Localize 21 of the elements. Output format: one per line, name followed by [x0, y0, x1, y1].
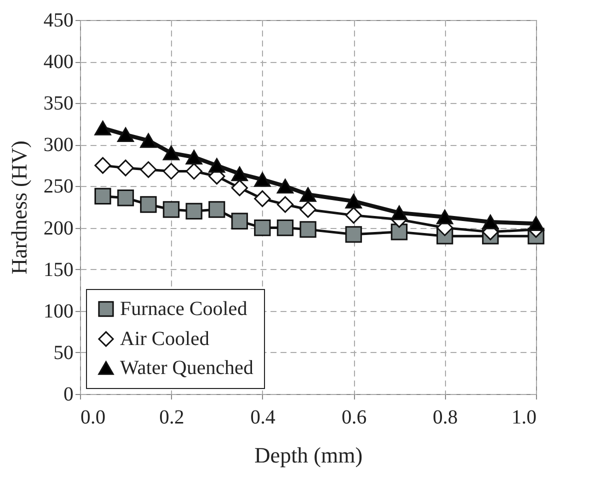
- x-tick-label: 0.6: [342, 406, 367, 428]
- y-tick-label: 150: [44, 258, 74, 281]
- x-tick-label: 1.0: [512, 406, 536, 428]
- y-tick-label: 300: [44, 134, 74, 156]
- y-tick-label: 450: [44, 10, 74, 32]
- y-tick-label: 400: [44, 51, 74, 74]
- legend-label: Air Cooled: [120, 328, 210, 350]
- x-tick-label: 0.8: [432, 406, 458, 428]
- x-tick-label: 0.0: [80, 406, 106, 428]
- y-axis-title: Hardness (HV): [6, 140, 32, 274]
- legend-label: Water Quenched: [120, 357, 254, 379]
- x-axis-title: Depth (mm): [254, 442, 363, 468]
- legend-label: Furnace Cooled: [120, 298, 248, 320]
- x-tick-label: 0.2: [159, 406, 184, 428]
- x-tick-label: 0.4: [250, 406, 276, 428]
- y-tick-label: 200: [44, 217, 74, 240]
- y-tick-label: 100: [44, 300, 74, 322]
- y-tick-label: 250: [44, 176, 74, 198]
- y-tick-label: 0: [64, 384, 74, 406]
- y-tick-label: 50: [54, 342, 74, 364]
- y-tick-label: 350: [44, 92, 74, 115]
